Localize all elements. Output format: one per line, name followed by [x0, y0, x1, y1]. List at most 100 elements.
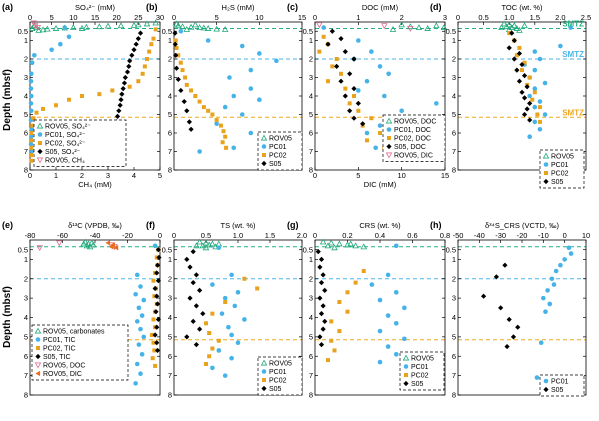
data-point	[402, 336, 407, 342]
data-point	[399, 108, 404, 114]
data-point	[210, 311, 215, 316]
y-tick-label: 8	[309, 166, 313, 175]
data-point	[339, 71, 343, 76]
data-point	[154, 340, 160, 346]
data-point	[229, 272, 234, 278]
data-point	[152, 348, 157, 353]
data-point	[342, 93, 348, 99]
x-tick-label-top: 0	[563, 231, 567, 240]
legend-label: PC02	[269, 153, 287, 160]
data-point	[29, 108, 34, 114]
data-point	[517, 45, 522, 50]
data-point	[150, 356, 155, 361]
y-tick-label: 2	[168, 274, 172, 283]
data-point	[49, 47, 54, 53]
data-point	[183, 75, 188, 80]
data-point	[151, 340, 156, 345]
legend-label: S05	[269, 386, 282, 393]
data-point	[119, 91, 125, 97]
data-point	[232, 303, 238, 309]
y-tick-label: 8	[168, 391, 172, 400]
data-point	[202, 244, 210, 251]
x-tick-label-bottom: 0	[313, 171, 317, 180]
data-point	[521, 111, 528, 118]
legend-marker	[543, 386, 549, 393]
x-tick-label-top: 2.0	[297, 231, 307, 240]
smtz-label: SMTZ	[562, 50, 584, 59]
data-point	[210, 346, 215, 351]
legend-label: ROV05	[411, 356, 434, 363]
y-tick-label: 1	[168, 255, 172, 264]
y-tick-label: 3	[24, 294, 28, 303]
data-point	[31, 116, 36, 121]
data-point	[143, 20, 151, 27]
x-tick-label-top: 1.5	[530, 13, 540, 22]
data-point	[347, 108, 353, 114]
data-point	[41, 106, 45, 111]
data-point	[356, 38, 361, 43]
data-point	[347, 240, 355, 247]
data-point	[511, 22, 518, 29]
data-point	[138, 326, 143, 332]
data-point	[29, 149, 35, 154]
y-tick-label: 8	[452, 391, 456, 400]
data-point	[207, 354, 212, 359]
data-point	[514, 67, 520, 73]
data-point	[351, 115, 357, 121]
data-point	[545, 288, 550, 293]
data-point	[121, 80, 128, 86]
data-point	[369, 116, 374, 121]
data-point	[193, 242, 200, 249]
data-point	[248, 67, 254, 73]
data-point	[139, 352, 145, 357]
x-axis-title-top: TS (wt. %)	[221, 221, 257, 230]
data-point	[532, 86, 538, 91]
x-tick-label-top: 30	[156, 13, 164, 22]
data-point	[80, 240, 87, 247]
data-point	[255, 286, 260, 291]
data-point	[113, 245, 119, 251]
y-tick-label: 5	[309, 110, 313, 119]
legend-box	[33, 119, 127, 167]
data-point	[352, 94, 356, 98]
data-point	[530, 97, 535, 102]
y-tick-label: 3	[452, 294, 456, 303]
y-tick-label: 3	[309, 294, 313, 303]
legend-marker	[34, 327, 42, 334]
data-point	[351, 86, 357, 92]
data-point	[34, 25, 42, 31]
y-tick-label: 5	[309, 332, 313, 341]
data-point	[117, 102, 123, 108]
data-point	[537, 56, 543, 62]
x-axis-title-top: δ³⁴S_CRS (VCTD, ‰)	[485, 221, 560, 230]
data-point	[142, 64, 147, 69]
data-point	[196, 24, 203, 31]
y-tick-label: 7	[24, 371, 28, 380]
y-tick-label: 7	[24, 147, 28, 156]
data-point	[248, 130, 254, 136]
data-point	[184, 334, 190, 340]
data-point	[315, 249, 321, 255]
y-tick-label: 4	[309, 313, 313, 322]
data-point	[29, 145, 34, 150]
data-point	[215, 240, 223, 247]
data-point	[149, 332, 154, 337]
x-tick-label-bottom: 1	[54, 171, 58, 180]
data-point	[58, 41, 63, 47]
y-tick-label: 7	[309, 371, 313, 380]
legend-marker	[386, 127, 392, 132]
data-point	[558, 43, 563, 49]
data-point	[239, 112, 245, 117]
data-point	[141, 297, 147, 303]
data-point	[110, 88, 115, 93]
data-point	[516, 26, 523, 33]
data-point	[257, 97, 262, 102]
data-point	[137, 30, 144, 36]
data-point	[498, 24, 505, 31]
legend-marker	[37, 132, 43, 137]
legend-marker	[385, 117, 393, 124]
data-point	[337, 329, 342, 334]
legend-marker	[35, 337, 41, 342]
data-point	[187, 295, 193, 301]
